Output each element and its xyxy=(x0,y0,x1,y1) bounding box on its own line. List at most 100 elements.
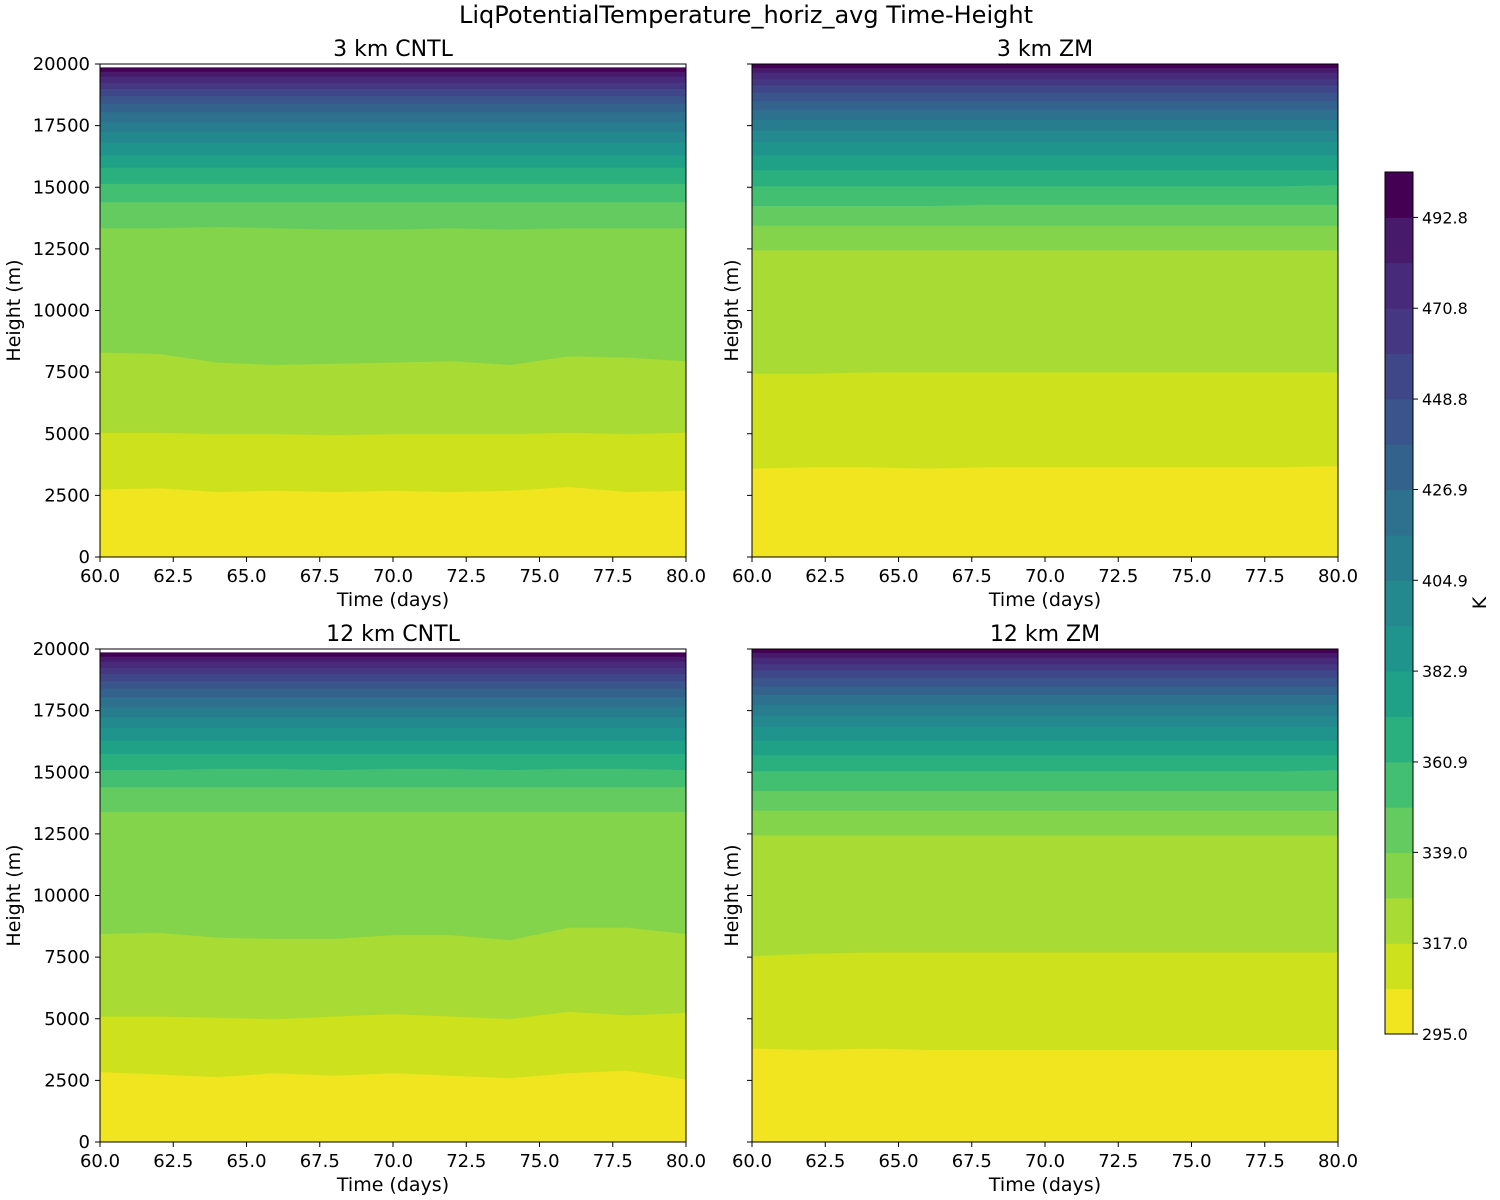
y-axis-label: Height (m) xyxy=(3,844,25,946)
x-tick-label: 67.5 xyxy=(952,566,992,587)
contour-band-2 xyxy=(99,1011,687,1080)
x-tick-label: 75.0 xyxy=(1171,566,1211,587)
contour-band-11 xyxy=(99,706,687,718)
x-tick-label: 62.5 xyxy=(153,1151,193,1172)
contour-band-10 xyxy=(99,131,687,144)
x-tick-label: 77.5 xyxy=(593,1151,633,1172)
y-tick-label: 5000 xyxy=(44,424,90,445)
contour-band-15 xyxy=(751,669,1339,678)
colorbar-segment xyxy=(1385,897,1413,944)
x-tick-label: 75.0 xyxy=(519,1151,559,1172)
x-tick-label: 80.0 xyxy=(666,1151,706,1172)
contour-band-6 xyxy=(99,183,687,203)
y-tick-label: 7500 xyxy=(44,947,90,968)
contour-band-4 xyxy=(751,810,1339,836)
y-tick-label: 10000 xyxy=(33,886,90,907)
colorbar-segment xyxy=(1385,671,1413,717)
colorbar-segment xyxy=(1385,716,1413,763)
x-axis-label: Time (days) xyxy=(988,589,1101,611)
panel-title: 12 km ZM xyxy=(990,622,1100,647)
contour-band-3 xyxy=(751,249,1339,374)
panel-2: 60.0 62.5 65.0 67.5 70.0 72.5 75.0 77.5 80.0 3 km… xyxy=(721,37,1358,611)
contour-band-9 xyxy=(99,727,687,741)
contour-band-16 xyxy=(99,82,687,89)
colorbar-frame xyxy=(1384,171,1414,1035)
contour-band-11 xyxy=(99,121,687,133)
contour-band-19 xyxy=(99,67,687,72)
colorbar-label: K xyxy=(1469,596,1491,609)
x-tick-label: 70.0 xyxy=(1025,1151,1065,1172)
contour-band-8 xyxy=(99,739,687,755)
y-tick-label: 0 xyxy=(79,547,90,568)
x-tick-label: 80.0 xyxy=(666,566,706,587)
contour-band-13 xyxy=(99,103,687,113)
x-tick-label: 65.0 xyxy=(878,566,918,587)
y-tick-label: 15000 xyxy=(33,762,90,783)
x-tick-label: 72.5 xyxy=(446,566,486,587)
x-tick-label: 75.0 xyxy=(1171,1151,1211,1172)
x-tick-label: 67.5 xyxy=(300,566,340,587)
x-tick-label: 77.5 xyxy=(1245,1151,1285,1172)
contour-band-10 xyxy=(751,715,1339,727)
x-tick-label: 70.0 xyxy=(373,566,413,587)
contour-band-18 xyxy=(99,656,687,662)
x-tick-label: 65.0 xyxy=(878,1151,918,1172)
contour-band-12 xyxy=(99,111,687,123)
colorbar-tick-label: 470.8 xyxy=(1422,299,1468,318)
colorbar-segment xyxy=(1385,988,1413,1035)
y-tick-label: 12500 xyxy=(33,824,90,845)
panel-3: 60.0 62.5 65.0 67.5 70.0 72.5 75.0 77.5 80.0 0 250… xyxy=(3,622,706,1196)
colorbar-segment xyxy=(1385,580,1413,627)
contour-band-15 xyxy=(751,84,1339,93)
colorbar: 295.0 317.0 339.0 360.9 382.9 404.9 426.9 448.8… xyxy=(1384,171,1491,1044)
panel-title: 3 km ZM xyxy=(997,37,1093,62)
contour-band-19 xyxy=(99,652,687,657)
colorbar-segment xyxy=(1385,852,1413,899)
contour-band-1 xyxy=(99,486,687,558)
x-tick-label: 60.0 xyxy=(732,566,772,587)
colorbar-tick-label: 404.9 xyxy=(1422,571,1468,590)
contour-band-8 xyxy=(751,154,1339,171)
contour-band-13 xyxy=(751,685,1339,695)
contour-band-3 xyxy=(99,927,687,1020)
x-tick-label: 67.5 xyxy=(952,1151,992,1172)
x-tick-label: 70.0 xyxy=(373,1151,413,1172)
x-tick-label: 80.0 xyxy=(1318,566,1358,587)
colorbar-segment xyxy=(1385,761,1413,808)
colorbar-segment xyxy=(1385,943,1413,990)
panel-1: 60.0 62.5 65.0 67.5 70.0 72.5 75.0 77.5 80.0 0 250… xyxy=(3,37,706,611)
contour-band-9 xyxy=(751,141,1339,156)
contour-band-1 xyxy=(99,1070,687,1143)
x-tick-label: 70.0 xyxy=(1025,566,1065,587)
x-axis-label: Time (days) xyxy=(336,1174,449,1196)
y-tick-label: 10000 xyxy=(33,301,90,322)
contour-band-2 xyxy=(99,432,687,493)
x-tick-label: 80.0 xyxy=(1318,1151,1358,1172)
contour-band-14 xyxy=(99,95,687,104)
contour-band-1 xyxy=(751,1047,1339,1143)
panels: 60.0 62.5 65.0 67.5 70.0 72.5 75.0 77.5 80.0 0 250… xyxy=(3,37,1358,1196)
y-tick-label: 7500 xyxy=(44,362,90,383)
colorbar-segment xyxy=(1385,398,1413,445)
contour-band-8 xyxy=(751,739,1339,756)
contour-band-6 xyxy=(99,768,687,788)
contour-band-4 xyxy=(751,225,1339,251)
contour-band-8 xyxy=(99,154,687,168)
colorbar-segment xyxy=(1385,625,1413,672)
colorbar-tick-label: 339.0 xyxy=(1422,843,1468,862)
contour-band-11 xyxy=(751,704,1339,716)
colorbar-segment xyxy=(1385,217,1413,264)
contour-band-17 xyxy=(751,72,1339,80)
x-tick-label: 62.5 xyxy=(153,566,193,587)
contour-band-13 xyxy=(751,100,1339,110)
contour-band-7 xyxy=(751,169,1339,187)
contour-band-9 xyxy=(99,142,687,156)
colorbar-segment xyxy=(1385,807,1413,854)
contour-band-5 xyxy=(751,204,1339,226)
y-tick-label: 20000 xyxy=(33,54,90,75)
contour-band-3 xyxy=(751,834,1339,957)
contour-band-1 xyxy=(751,465,1339,558)
colorbar-segment xyxy=(1385,308,1413,354)
contour-band-19 xyxy=(751,63,1339,68)
